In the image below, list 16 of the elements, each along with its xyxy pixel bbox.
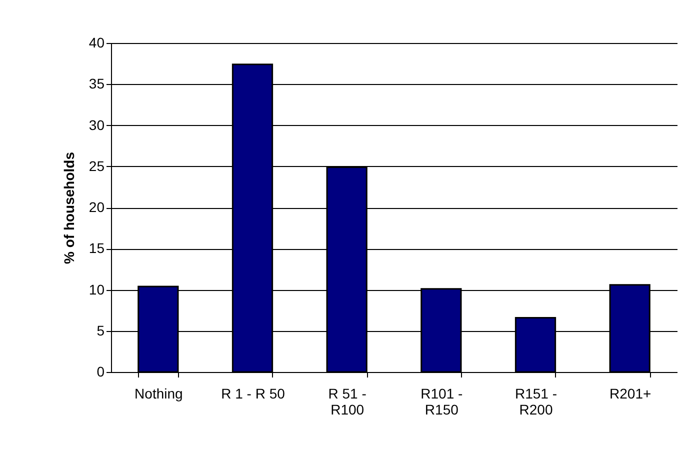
y-tick-label: 5	[96, 322, 105, 338]
y-tick-label: 40	[88, 34, 105, 50]
y-tick-label: 20	[88, 199, 105, 215]
x-tick-label: R 51 - R100	[328, 386, 367, 418]
y-axis-title: % of households	[60, 152, 77, 264]
y-tick-label: 15	[88, 240, 105, 256]
y-tick-label: 30	[88, 116, 105, 133]
y-tick-label: 0	[96, 364, 105, 380]
x-tick-label: Nothing	[134, 386, 183, 402]
y-tick-label: 10	[88, 281, 105, 298]
x-tick-label: R151 - R200	[514, 386, 558, 418]
y-tick-label: 25	[88, 158, 105, 174]
x-tick-label: R101 - R150	[420, 386, 464, 418]
x-tick-label: R201+	[610, 386, 652, 402]
y-tick-label: 35	[88, 76, 105, 92]
x-tick-label: R 1 - R 50	[221, 386, 286, 402]
